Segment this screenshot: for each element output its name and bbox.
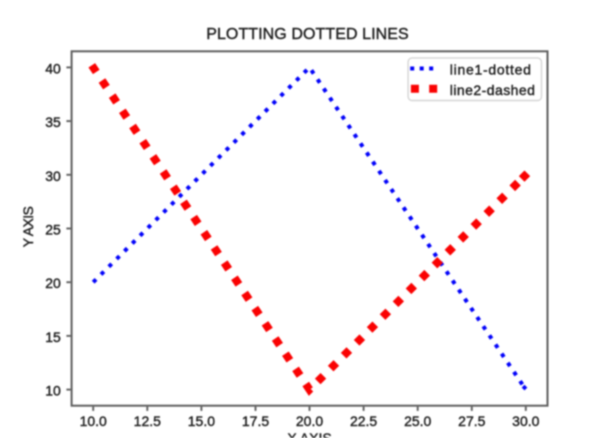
svg-text:25: 25: [45, 222, 61, 238]
svg-text:35: 35: [45, 114, 61, 130]
svg-text:15.0: 15.0: [188, 413, 215, 429]
svg-text:10: 10: [45, 383, 61, 399]
svg-text:40: 40: [45, 60, 61, 76]
svg-text:22.5: 22.5: [350, 413, 377, 429]
svg-text:line1-dotted: line1-dotted: [450, 62, 532, 78]
svg-text:Y AXIS: Y AXIS: [20, 206, 36, 247]
svg-text:20: 20: [45, 275, 61, 291]
svg-text:27.5: 27.5: [458, 413, 485, 429]
svg-text:25.0: 25.0: [404, 413, 431, 429]
svg-text:30.0: 30.0: [512, 413, 539, 429]
svg-text:X AXIS: X AXIS: [287, 430, 331, 438]
svg-text:PLOTTING DOTTED LINES: PLOTTING DOTTED LINES: [206, 26, 409, 43]
svg-text:30: 30: [45, 168, 61, 184]
svg-text:15: 15: [45, 329, 61, 345]
svg-text:10.0: 10.0: [80, 413, 107, 429]
svg-text:line2-dashed: line2-dashed: [450, 82, 536, 98]
svg-text:12.5: 12.5: [134, 413, 161, 429]
svg-text:17.5: 17.5: [242, 413, 269, 429]
svg-text:20.0: 20.0: [296, 413, 323, 429]
